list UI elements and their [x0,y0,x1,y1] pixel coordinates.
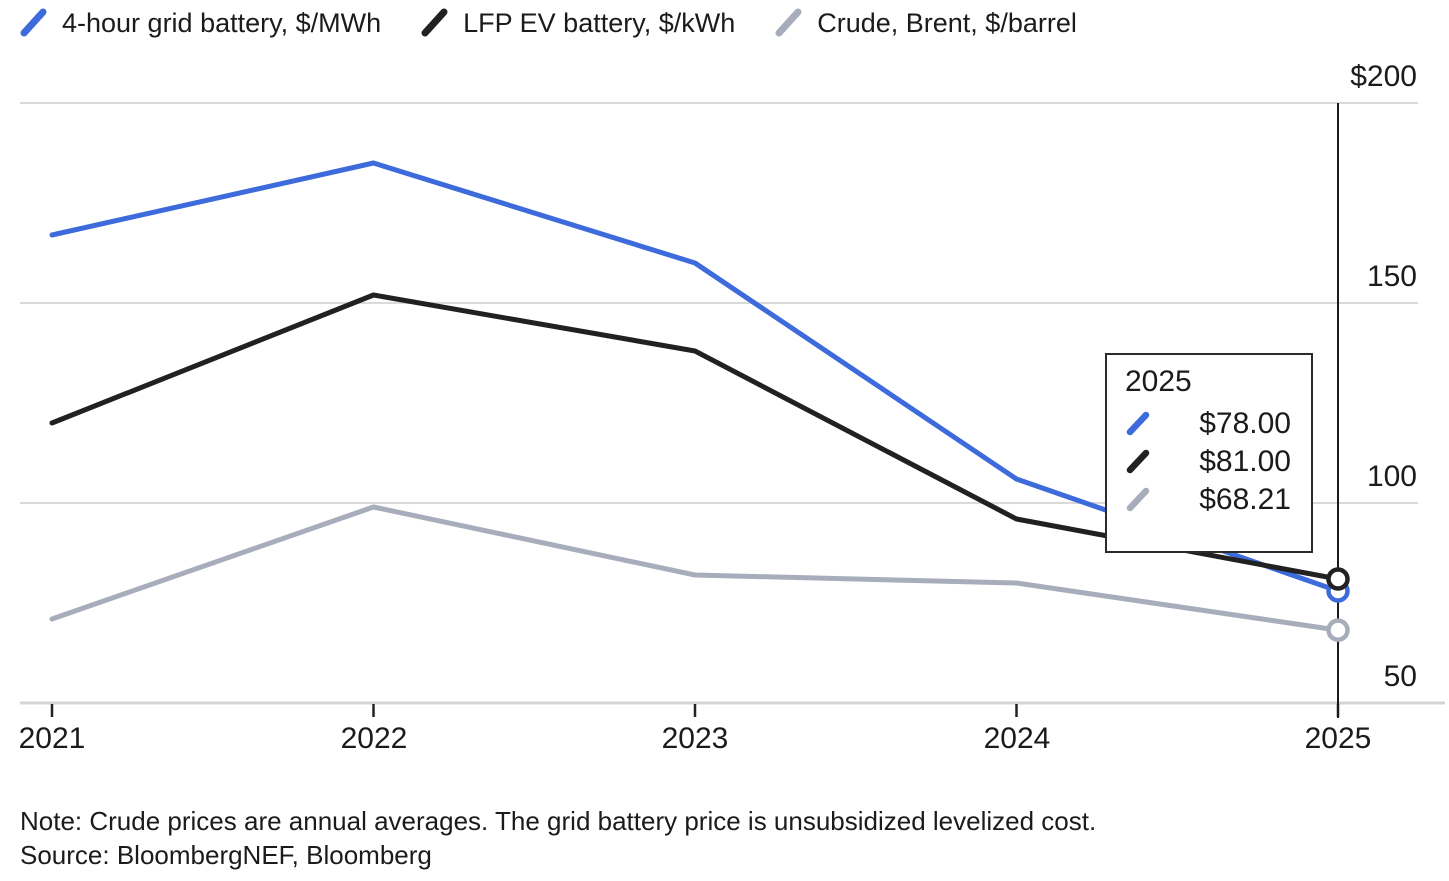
chart-source: Source: BloombergNEF, Bloomberg [20,840,432,870]
blue-slash-icon [1126,411,1150,436]
tooltip-year: 2025 [1125,365,1192,398]
tooltip-row-lfp-battery: $81.00 [1125,443,1291,481]
tooltip-value: $68.21 [1199,483,1291,516]
chart-note: Note: Crude prices are annual averages. … [20,806,1097,836]
legend-label: 4-hour grid battery, $/MWh [62,8,382,38]
tooltip-row-crude-brent: $68.21 [1125,481,1291,519]
x-axis-label: 2024 [983,722,1051,755]
y-axis-label: 150 [1366,260,1417,293]
y-axis-label: 50 [1383,660,1417,693]
black-slash-icon [1126,449,1150,474]
x-axis-label: 2025 [1304,722,1372,755]
x-axis-label: 2022 [340,722,408,755]
legend-item-grid-battery: 4-hour grid battery, $/MWh [18,6,381,40]
gray-slash-icon [775,8,802,37]
legend: 4-hour grid battery, $/MWh LFP EV batter… [18,6,1077,40]
legend-label: LFP EV battery, $/kWh [463,8,736,38]
y-axis-label: 100 [1366,460,1417,493]
legend-item-lfp-battery: LFP EV battery, $/kWh [419,6,735,40]
hover-tooltip: 2025 $78.00 $81.00 $68.21 [1105,353,1313,553]
y-axis-label: $200 [1350,60,1417,93]
gray-slash-icon [1126,487,1150,512]
tooltip-value: $81.00 [1199,445,1291,478]
legend-label: Crude, Brent, $/barrel [817,8,1077,38]
blue-slash-icon [20,8,47,37]
tooltip-value: $78.00 [1199,407,1291,440]
legend-item-crude-brent: Crude, Brent, $/barrel [773,6,1077,40]
tooltip-row-grid-battery: $78.00 [1125,405,1291,443]
black-slash-icon [421,8,448,37]
x-axis-label: 2023 [661,722,729,755]
x-axis-label: 2021 [18,722,86,755]
